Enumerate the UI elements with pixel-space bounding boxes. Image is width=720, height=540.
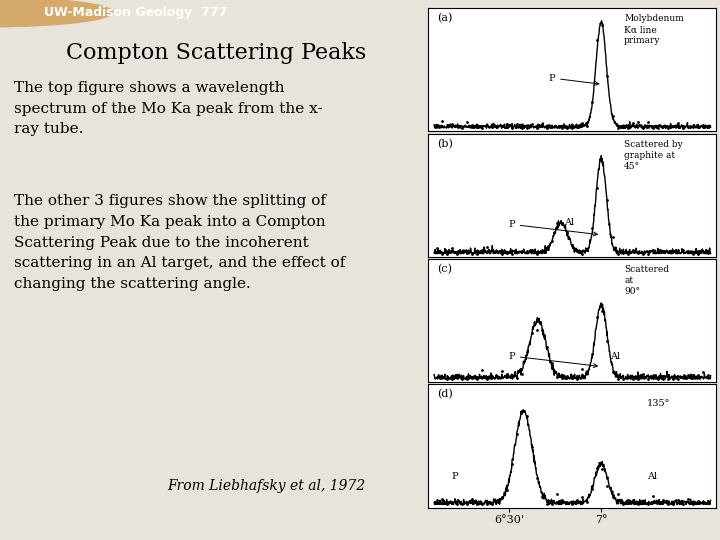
Text: Al: Al: [647, 472, 657, 481]
Circle shape: [0, 0, 113, 27]
Text: Compton Scattering Peaks: Compton Scattering Peaks: [66, 42, 366, 64]
Text: (c): (c): [437, 264, 452, 274]
Text: P: P: [549, 73, 599, 85]
Text: Scattered by
graphite at
45°: Scattered by graphite at 45°: [624, 140, 683, 171]
Text: Molybdenum
Kα line
primary: Molybdenum Kα line primary: [624, 14, 684, 45]
Text: Al: Al: [564, 218, 574, 227]
Text: UW-Madison Geology  777: UW-Madison Geology 777: [45, 5, 228, 19]
Text: From Liebhafsky et al, 1972: From Liebhafsky et al, 1972: [168, 479, 366, 493]
Text: P: P: [508, 220, 598, 236]
Text: P: P: [508, 352, 598, 368]
Text: Al: Al: [610, 352, 620, 361]
Text: The top figure shows a wavelength
spectrum of the Mo Ka peak from the x-
ray tub: The top figure shows a wavelength spectr…: [14, 81, 323, 136]
Text: 135°: 135°: [647, 399, 670, 408]
Text: (b): (b): [437, 138, 453, 149]
Text: (d): (d): [437, 389, 453, 400]
Text: The other 3 figures show the splitting of
the primary Mo Ka peak into a Compton
: The other 3 figures show the splitting o…: [14, 194, 346, 291]
Text: Scattered
at
90°: Scattered at 90°: [624, 265, 670, 296]
Text: P: P: [451, 472, 458, 481]
Text: (a): (a): [437, 13, 452, 23]
